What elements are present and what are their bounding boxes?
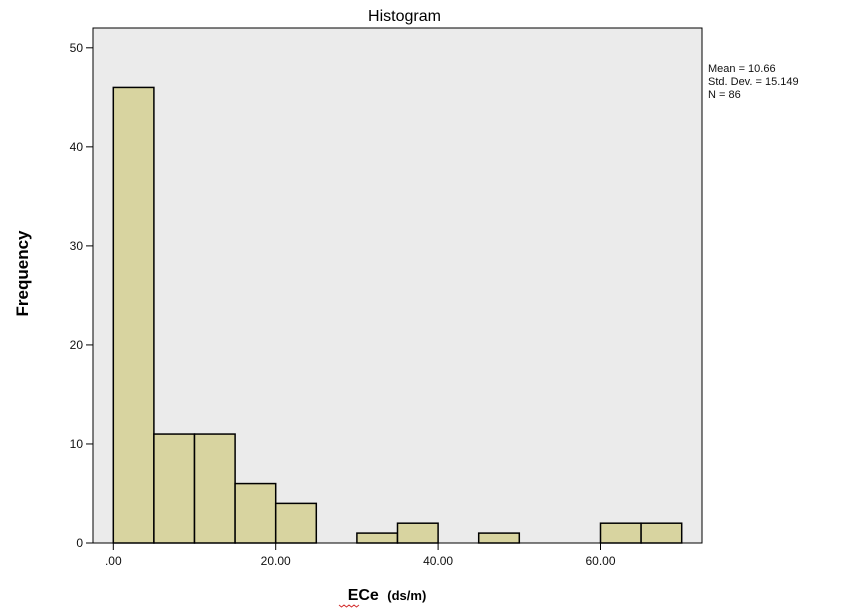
histogram-bar	[234, 482, 277, 544]
y-axis: 0 10 20 30 40 50	[70, 41, 93, 550]
y-tick-label: 10	[70, 437, 84, 451]
x-tick-label: 20.00	[261, 554, 291, 568]
chart-title: Histogram	[368, 8, 441, 25]
stat-std-dev: Std. Dev. = 15.149	[708, 76, 799, 88]
stats-legend: Mean = 10.66 Std. Dev. = 15.149 N = 86	[708, 63, 799, 101]
bars-group	[112, 86, 683, 544]
y-tick-label: 40	[70, 140, 84, 154]
histogram-bar	[356, 532, 399, 544]
y-axis-label: Frequency	[13, 230, 32, 317]
spellcheck-underline	[338, 604, 360, 608]
x-axis: .00 20.00 40.00 60.00	[105, 543, 616, 568]
histogram-bar	[112, 86, 155, 544]
y-tick-label: 0	[76, 536, 83, 550]
y-tick-label: 30	[70, 239, 84, 253]
histogram-bar	[599, 522, 642, 544]
y-tick-label: 50	[70, 41, 84, 55]
x-tick-label: 60.00	[585, 554, 615, 568]
histogram-bar	[274, 502, 318, 544]
x-tick-label: .00	[105, 554, 122, 568]
stat-n: N = 86	[708, 89, 741, 101]
x-tick-label: 40.00	[423, 554, 453, 568]
histogram-bar	[193, 433, 236, 544]
x-axis-label: ECe	[348, 587, 379, 604]
histogram-bar	[396, 522, 439, 544]
y-tick-label: 20	[70, 338, 84, 352]
x-axis-label-group: ECe (ds/m)	[348, 587, 427, 604]
histogram-bar	[640, 522, 683, 544]
histogram-bar	[153, 433, 196, 544]
x-axis-unit: (ds/m)	[387, 588, 426, 603]
histogram-bar	[477, 532, 521, 544]
stat-mean: Mean = 10.66	[708, 63, 776, 75]
